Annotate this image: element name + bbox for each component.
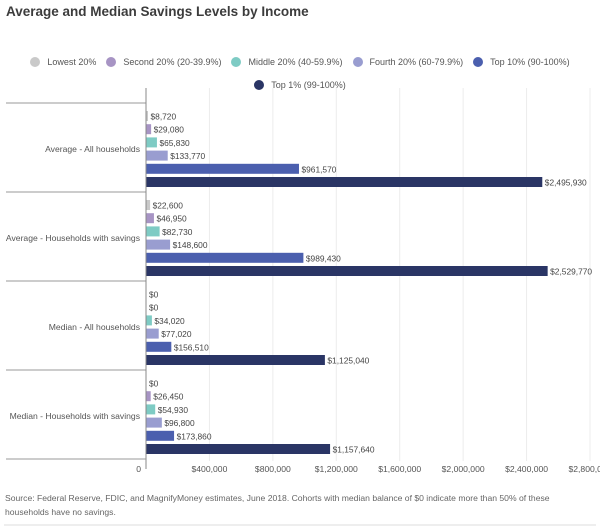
- legend-label: Middle 20% (40-59.9%): [248, 57, 343, 67]
- data-label: $77,020: [161, 329, 192, 339]
- x-tick-label: $400,000: [192, 464, 228, 474]
- bar: [146, 111, 148, 121]
- data-label: $1,157,640: [333, 445, 375, 455]
- bar: [146, 226, 160, 237]
- data-label: $2,529,770: [550, 267, 592, 277]
- legend-swatch-icon: [231, 57, 242, 67]
- bar: [146, 137, 157, 148]
- legend-item[interactable]: Second 20% (20-39.9%): [106, 57, 221, 67]
- data-label: $0: [149, 290, 159, 300]
- bar: [146, 252, 304, 263]
- bar: [146, 266, 548, 276]
- bar: [146, 404, 156, 415]
- legend-item[interactable]: Lowest 20%: [30, 57, 96, 67]
- legend-item[interactable]: Middle 20% (40-59.9%): [231, 57, 343, 67]
- legend-swatch-icon: [106, 57, 117, 67]
- legend-label: Lowest 20%: [47, 57, 97, 67]
- bar: [146, 239, 171, 250]
- legend-label: Top 1% (99-100%): [271, 80, 346, 90]
- data-label: $989,430: [306, 253, 341, 263]
- legend-swatch-icon: [352, 57, 363, 67]
- data-label: $54,930: [158, 405, 189, 415]
- bar: [146, 200, 151, 210]
- category-label: Average - Households with savings: [6, 233, 140, 243]
- data-label: $0: [149, 303, 159, 313]
- source-note: Source: Federal Reserve, FDIC, and Magni…: [5, 493, 550, 517]
- data-label: $96,800: [164, 418, 195, 428]
- category-label: Median - Households with savings: [10, 411, 140, 421]
- data-label: $156,510: [174, 342, 209, 352]
- data-label: $34,020: [154, 316, 185, 326]
- data-label: $173,860: [177, 431, 212, 441]
- data-label: $26,450: [153, 392, 184, 402]
- data-label: $46,950: [156, 214, 187, 224]
- x-tick-label: $2,000,000: [442, 464, 485, 474]
- chart-legend: Lowest 20% Second 20% (20-39.9%) Middle 20…: [0, 54, 600, 93]
- x-tick-label: $1,200,000: [315, 464, 358, 474]
- legend-label: Fourth 20% (60-79.9%): [369, 57, 464, 67]
- bar: [146, 177, 543, 187]
- bottom-divider: [4, 524, 596, 526]
- data-label: $133,770: [170, 151, 205, 161]
- bar: [146, 213, 154, 224]
- data-label: $961,570: [301, 164, 336, 174]
- data-label: $148,600: [173, 240, 208, 250]
- legend-label: Top 10% (90-100%): [490, 57, 570, 67]
- legend-swatch-icon: [254, 80, 265, 90]
- data-label: $22,600: [153, 201, 184, 211]
- x-tick-label: 0: [136, 464, 141, 474]
- x-tick-label: $800,000: [255, 464, 291, 474]
- data-label: $82,730: [162, 227, 193, 237]
- data-label: $1,125,040: [327, 356, 369, 366]
- x-tick-label: $2,800,000: [568, 464, 600, 474]
- legend-item[interactable]: Top 10% (90-100%): [473, 57, 570, 67]
- data-label: $29,080: [154, 125, 185, 135]
- bar: [146, 328, 159, 339]
- bar: [146, 391, 151, 402]
- bar: [146, 315, 152, 326]
- data-label: $65,830: [159, 138, 190, 148]
- category-label: Median - All households: [49, 322, 140, 332]
- chart-title: Average and Median Savings Levels by Inc…: [6, 4, 309, 19]
- bar: [146, 341, 172, 352]
- legend-row: Top 1% (99-100%): [0, 77, 600, 93]
- legend-swatch-icon: [473, 57, 484, 67]
- legend-label: Second 20% (20-39.9%): [123, 57, 222, 67]
- legend-swatch-icon: [30, 57, 41, 67]
- legend-item[interactable]: Fourth 20% (60-79.9%): [352, 57, 464, 67]
- x-tick-label: $2,400,000: [505, 464, 548, 474]
- bar: [146, 355, 325, 365]
- data-label: $0: [149, 379, 159, 389]
- bar: [146, 444, 331, 454]
- bar: [146, 417, 162, 428]
- bar: [146, 430, 175, 441]
- data-label: $2,495,930: [545, 178, 587, 188]
- bar: [146, 124, 152, 135]
- legend-item[interactable]: Top 1% (99-100%): [254, 80, 346, 90]
- data-label: $8,720: [151, 112, 177, 122]
- x-tick-label: $1,600,000: [378, 464, 421, 474]
- legend-row: Lowest 20% Second 20% (20-39.9%) Middle 20…: [0, 54, 600, 70]
- bar: [146, 150, 168, 161]
- category-label: Average - All households: [45, 144, 140, 154]
- bar: [146, 163, 299, 174]
